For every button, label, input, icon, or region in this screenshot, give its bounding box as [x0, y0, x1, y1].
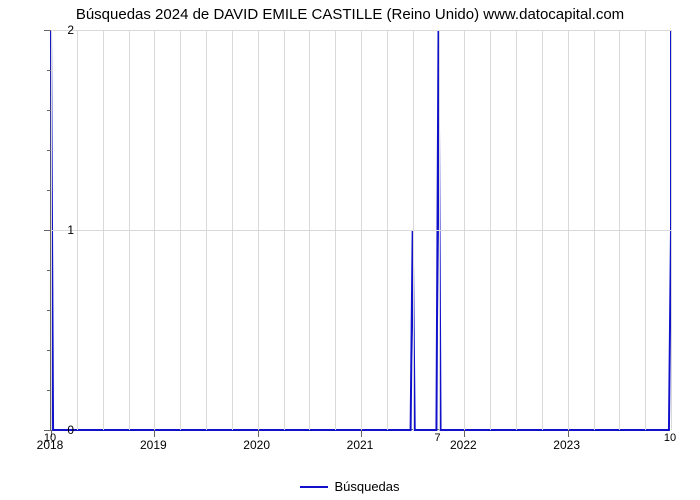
y-tick-minor [47, 310, 51, 311]
legend-label: Búsquedas [334, 479, 399, 494]
legend: Búsquedas [0, 478, 700, 494]
y-axis-label: 1 [67, 223, 74, 237]
grid-v [671, 30, 672, 430]
x-tick [568, 430, 569, 437]
y-tick-minor [47, 110, 51, 111]
y-tick-minor [47, 70, 51, 71]
y-tick-minor [47, 190, 51, 191]
chart-title: Búsquedas 2024 de DAVID EMILE CASTILLE (… [0, 6, 700, 23]
grid-h [51, 230, 671, 231]
x-axis-label: 2021 [347, 438, 374, 452]
x-tick [464, 430, 465, 437]
y-tick-minor [47, 270, 51, 271]
plot-area [50, 30, 670, 430]
x-axis-label: 2019 [140, 438, 167, 452]
x-tick [258, 430, 259, 437]
y-tick-minor [47, 150, 51, 151]
y-tick [44, 230, 51, 231]
point-label: 10 [664, 432, 676, 444]
x-axis-label: 2022 [450, 438, 477, 452]
x-tick [154, 430, 155, 437]
y-tick [44, 30, 51, 31]
x-axis-label: 2023 [553, 438, 580, 452]
y-tick-minor [47, 390, 51, 391]
legend-swatch [300, 486, 328, 488]
y-tick [44, 430, 51, 431]
point-label: 10 [44, 432, 56, 444]
x-tick [361, 430, 362, 437]
point-label: 7 [434, 432, 440, 444]
y-axis-label: 0 [67, 423, 74, 437]
x-axis-label: 2020 [243, 438, 270, 452]
y-axis-label: 2 [67, 23, 74, 37]
grid-h [51, 30, 671, 31]
y-tick-minor [47, 350, 51, 351]
